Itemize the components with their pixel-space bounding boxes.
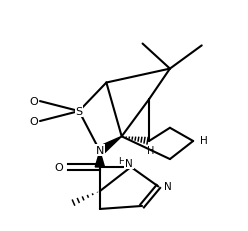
Text: O: O [55,162,63,172]
Text: O: O [29,116,38,127]
Text: N: N [164,182,172,192]
Polygon shape [97,137,122,155]
Text: H: H [200,135,208,145]
Text: N: N [125,158,133,168]
Text: N: N [96,145,104,155]
Text: H: H [118,156,125,165]
Text: O: O [29,97,38,107]
Text: H: H [147,145,154,155]
Text: S: S [75,106,83,117]
Polygon shape [95,151,104,167]
